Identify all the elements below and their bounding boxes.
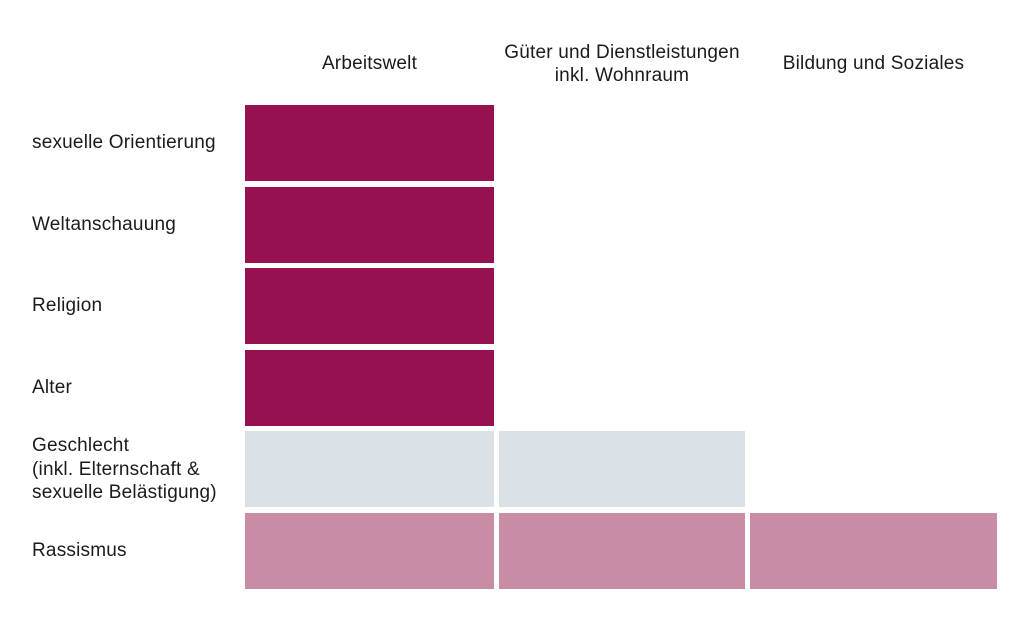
column-header-gueter-und-dienstleistungen: Güter und Dienstleistungen inkl. Wohnrau…: [504, 41, 740, 87]
matrix-cell-empty: [499, 105, 750, 181]
matrix-cell-filled: [499, 431, 750, 508]
row-label: Rassismus: [32, 540, 127, 562]
matrix-cell-empty: [750, 349, 1002, 426]
matrix-cell-empty: [750, 105, 1002, 181]
column-header-bildung-und-soziales: Bildung und Soziales: [782, 53, 965, 75]
matrix-cell-empty: [499, 186, 750, 263]
matrix-cell-filled: [245, 349, 499, 426]
matrix-cell-filled: [245, 431, 499, 508]
row-label: Geschlecht (inkl. Elternschaft & sexuell…: [32, 435, 217, 504]
column-headers: Arbeitswelt Güter und Dienstleistungen i…: [245, 38, 1002, 90]
matrix-cell-filled: [245, 105, 499, 181]
matrix-cell-empty: [750, 268, 1002, 345]
row-label: sexuelle Orientierung: [32, 132, 216, 154]
column-header-arbeitswelt: Arbeitswelt: [321, 53, 418, 75]
matrix-cell-filled: [245, 512, 499, 589]
matrix-cell-filled: [499, 512, 750, 589]
matrix-cell-filled: [750, 512, 1002, 589]
matrix-cell-empty: [499, 268, 750, 345]
matrix-cell-empty: [750, 186, 1002, 263]
row-label: Religion: [32, 295, 103, 317]
matrix-cell-filled: [245, 186, 499, 263]
row-label: Alter: [32, 377, 73, 399]
matrix-cell-empty: [750, 431, 1002, 508]
row-label: Weltanschauung: [32, 213, 176, 235]
matrix-cell-filled: [245, 268, 499, 345]
matrix-cell-empty: [499, 349, 750, 426]
matrix-grid: sexuelle Orientierung Weltanschauung Relig…: [0, 105, 1002, 589]
